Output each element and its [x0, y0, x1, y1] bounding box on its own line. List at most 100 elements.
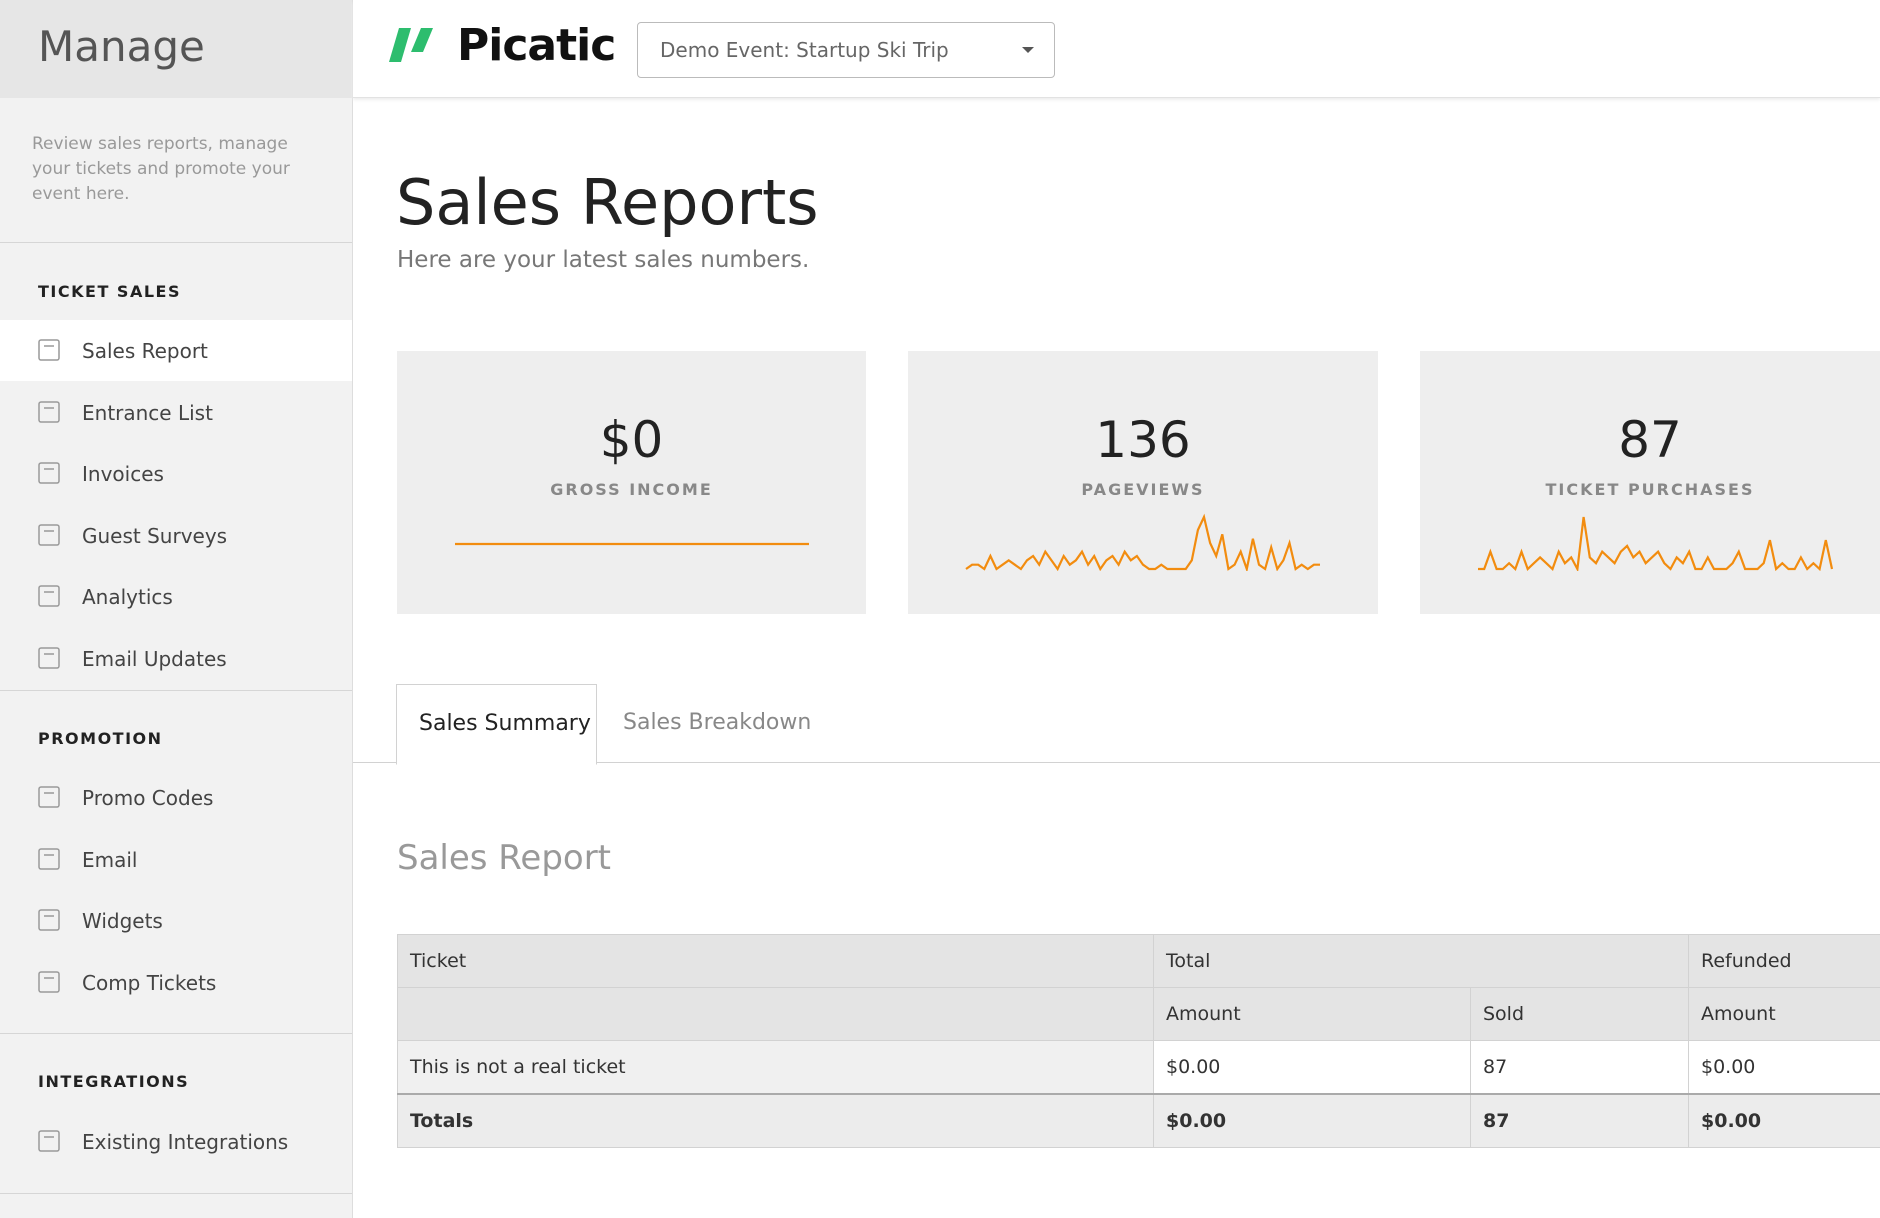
icon-shape — [38, 401, 60, 423]
icon-shape — [38, 971, 60, 993]
icon-shape — [38, 524, 60, 546]
sidebar-header: Manage — [0, 0, 352, 98]
cell: $0.00 — [1688, 1093, 1880, 1148]
nav-label: Existing Integrations — [82, 1130, 289, 1154]
nav-label: Entrance List — [82, 401, 213, 425]
cell: $0.00 — [1153, 1093, 1471, 1148]
cell: $0.00 — [1688, 1040, 1880, 1095]
nav-label: Analytics — [82, 585, 173, 609]
sidebar-description: Review sales reports, manage your ticket… — [32, 134, 290, 204]
nav-icon — [38, 1130, 60, 1152]
hr — [0, 1033, 352, 1034]
nav-label: Email — [82, 848, 138, 872]
icon-shape — [38, 462, 60, 484]
nav-icon — [38, 401, 60, 423]
nav-item[interactable]: Guest Surveys — [0, 505, 352, 566]
nav-icon — [38, 339, 60, 361]
top-bar: Picatic Demo Event: Startup Ski Trip — [353, 0, 1880, 98]
header-cell: Amount — [1688, 987, 1880, 1041]
header-cell: Refunded — [1688, 934, 1880, 988]
hr — [0, 242, 352, 243]
header-cell: Sold — [1470, 987, 1689, 1041]
dropdown-caret — [1022, 47, 1034, 53]
nav-item[interactable]: Existing Integrations — [0, 1111, 352, 1172]
report-title: Sales Report — [397, 838, 612, 878]
nav-label: Comp Tickets — [82, 971, 217, 995]
stat-card: 136 PAGEVIEWS — [908, 351, 1378, 614]
nav-icon — [38, 971, 60, 993]
cell: $0.00 — [1153, 1040, 1471, 1095]
page-title: Sales Reports — [396, 166, 819, 239]
section-heading: PROMOTION — [38, 729, 163, 748]
icon-shape — [38, 786, 60, 808]
event-select[interactable]: Demo Event: Startup Ski Trip — [637, 22, 1055, 78]
nav-icon — [38, 524, 60, 546]
hr — [0, 1193, 352, 1194]
data-row: This is not a real ticket $0.00 87 $0.00 — [397, 1040, 1880, 1095]
tab-label: Sales Breakdown — [623, 710, 812, 735]
totals-row: Totals $0.00 87 $0.00 — [397, 1093, 1880, 1148]
nav-icon — [38, 848, 60, 870]
sparkline — [455, 542, 809, 546]
nav-icon — [38, 585, 60, 607]
stat-label: GROSS INCOME — [550, 480, 713, 499]
cell: 87 — [1470, 1040, 1689, 1095]
nav-item[interactable]: Promo Codes — [0, 767, 352, 828]
tab[interactable]: Sales Breakdown — [596, 684, 816, 763]
tab-label: Sales Summary — [419, 711, 591, 736]
nav-label: Sales Report — [82, 339, 208, 363]
icon-shape — [38, 339, 60, 361]
nav-icon — [38, 786, 60, 808]
nav-label: Email Updates — [82, 647, 227, 671]
sidebar-title: Manage — [38, 22, 205, 71]
cell: 87 — [1470, 1093, 1689, 1148]
sparkline-line — [1478, 516, 1834, 571]
logo-mark — [389, 28, 433, 62]
nav-icon — [38, 462, 60, 484]
nav-label: Promo Codes — [82, 786, 214, 810]
section-heading: INTEGRATIONS — [38, 1072, 190, 1091]
nav-item[interactable]: Sales Report — [0, 320, 352, 381]
stat-label: PAGEVIEWS — [1081, 480, 1205, 499]
nav-label: Guest Surveys — [82, 524, 228, 548]
tab-active[interactable]: Sales Summary — [396, 684, 597, 765]
stat-value: $0 — [599, 411, 664, 469]
sidebar: Manage Review sales reports, manage your… — [0, 0, 353, 1218]
stat-card: 87 TICKET PURCHASES — [1420, 351, 1880, 614]
stat-value: 87 — [1618, 411, 1682, 469]
sales-table: Ticket Total Refunded Amount Sold Amount Thi… — [397, 934, 1880, 1148]
icon-shape — [38, 1130, 60, 1152]
event-select-text: Demo Event: Startup Ski Trip — [660, 38, 949, 62]
sparkline — [965, 513, 1320, 571]
cell: Totals — [397, 1093, 1154, 1148]
cell: This is not a real ticket — [397, 1040, 1154, 1095]
nav-label: Invoices — [82, 462, 164, 486]
stat-label: TICKET PURCHASES — [1545, 480, 1755, 499]
header-cell: Amount — [1153, 987, 1471, 1041]
tab-rule — [353, 762, 1880, 763]
nav-label: Widgets — [82, 909, 163, 933]
sparkline-line — [965, 513, 1320, 571]
icon-shape — [38, 848, 60, 870]
icon-shape — [38, 585, 60, 607]
sparkline — [1478, 516, 1834, 571]
header-cell — [397, 987, 1154, 1041]
nav-item[interactable]: Invoices — [0, 443, 352, 504]
nav-icon — [38, 909, 60, 931]
header-cell: Total — [1153, 934, 1689, 988]
subheader-row: Amount Sold Amount — [397, 987, 1880, 1041]
section-heading: TICKET SALES — [38, 282, 181, 301]
nav-item[interactable]: Email Updates — [0, 628, 352, 689]
logo-text: Picatic — [457, 20, 616, 71]
nav-item[interactable]: Comp Tickets — [0, 952, 352, 1013]
header-row: Ticket Total Refunded — [397, 934, 1880, 988]
stat-card: $0 GROSS INCOME — [397, 351, 866, 614]
icon-shape — [38, 647, 60, 669]
icon-shape — [38, 909, 60, 931]
nav-item[interactable]: Entrance List — [0, 382, 352, 443]
nav-item[interactable]: Analytics — [0, 566, 352, 627]
nav-item[interactable]: Email — [0, 829, 352, 890]
nav-item[interactable]: Widgets — [0, 890, 352, 951]
header-cell: Ticket — [397, 934, 1154, 988]
